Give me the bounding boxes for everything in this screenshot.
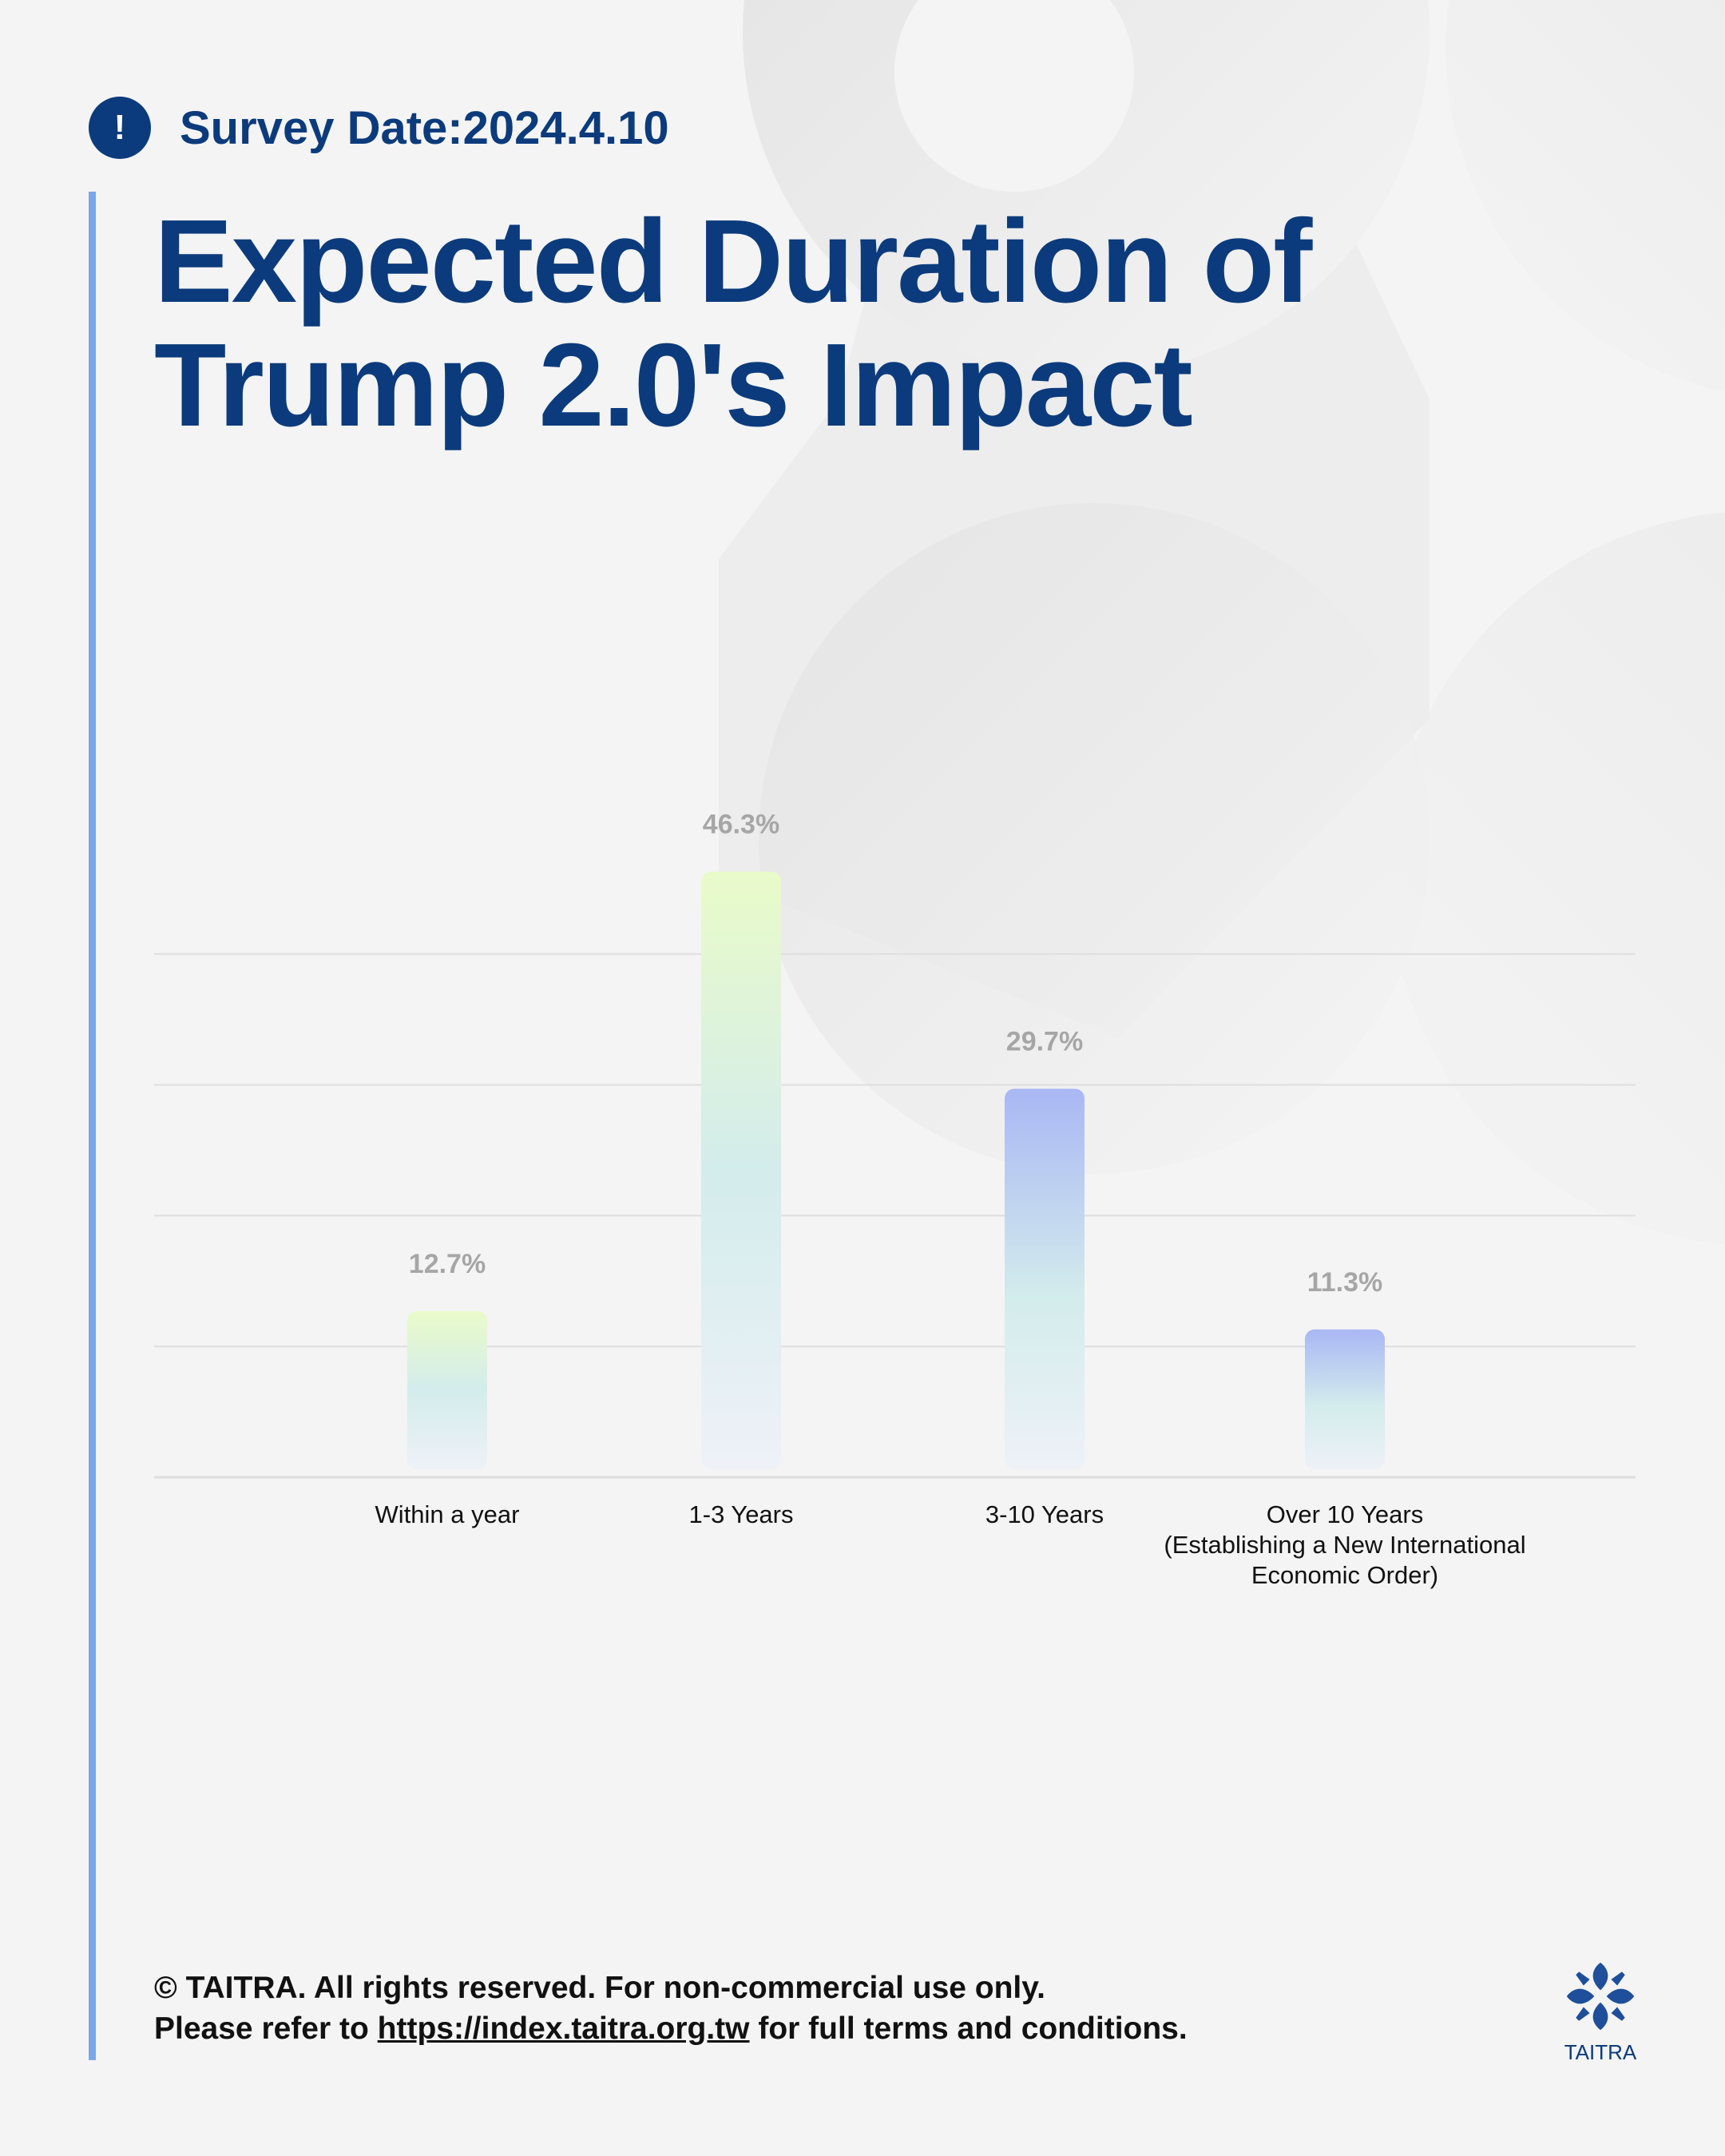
bar	[701, 871, 781, 1469]
terms-text: Please refer to https://index.taitra.org…	[154, 2009, 1188, 2050]
accent-line	[89, 192, 96, 2060]
taitra-logo: TAITRA	[1557, 1958, 1644, 2065]
page-title: Expected Duration of Trump 2.0's Impact	[154, 196, 1312, 452]
data-label: 12.7%	[409, 1249, 486, 1279]
terms-link[interactable]: https://index.taitra.org.tw	[377, 2011, 750, 2046]
bar	[1005, 1088, 1085, 1469]
category-label: 3-10 Years	[985, 1500, 1104, 1528]
bar	[1305, 1329, 1385, 1469]
alert-icon: !	[89, 97, 151, 159]
taitra-logo-text: TAITRA	[1564, 2040, 1637, 2064]
data-label: 46.3%	[703, 810, 779, 840]
taitra-logo-icon	[1566, 1962, 1635, 2031]
copyright-text: © TAITRA. All rights reserved. For non-c…	[154, 1971, 1045, 2005]
data-label: 29.7%	[1006, 1027, 1083, 1057]
category-label: Within a year	[375, 1500, 520, 1528]
terms-suffix: for full terms and conditions.	[749, 2011, 1188, 2046]
bar	[407, 1310, 487, 1469]
category-label: 1-3 Years	[689, 1500, 794, 1528]
footer: © TAITRA. All rights reserved. For non-c…	[154, 1968, 1188, 2049]
survey-date: Survey Date:2024.4.10	[180, 101, 669, 154]
category-label: Over 10 Years (Establishing a New Interna…	[1164, 1500, 1525, 1589]
survey-date-row: ! Survey Date:2024.4.10	[89, 96, 669, 160]
terms-prefix: Please refer to	[154, 2011, 378, 2046]
data-label: 11.3%	[1307, 1267, 1383, 1298]
